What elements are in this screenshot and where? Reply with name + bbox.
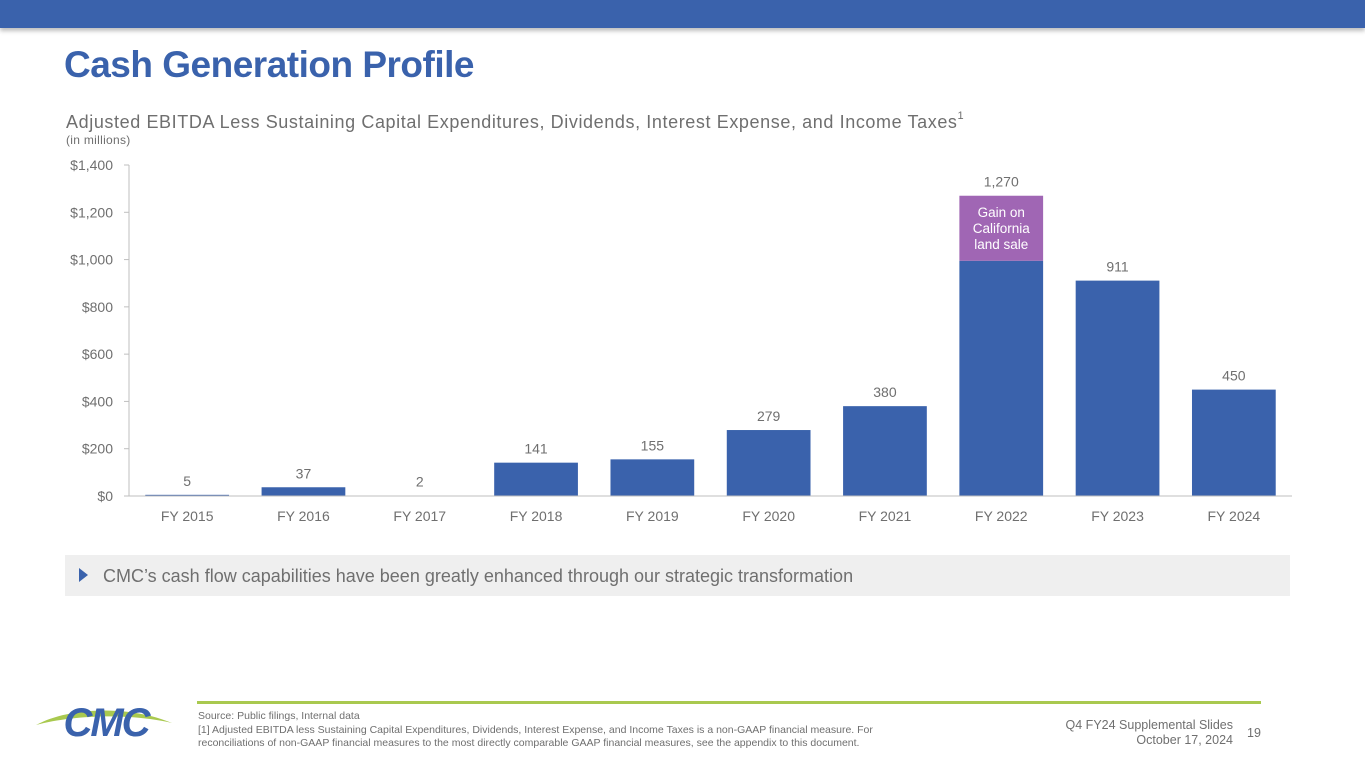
chart-subtitle-text: Adjusted EBITDA Less Sustaining Capital … xyxy=(66,112,958,132)
x-tick-label: FY 2022 xyxy=(975,508,1028,524)
x-tick-label: FY 2016 xyxy=(277,508,330,524)
cmc-logo: CMC xyxy=(36,701,172,741)
y-tick-label: $1,200 xyxy=(70,204,113,220)
deck-date: October 17, 2024 xyxy=(1136,733,1233,747)
y-tick-label: $600 xyxy=(82,346,113,362)
bar-fy-2023 xyxy=(1075,280,1160,496)
y-tick-label: $200 xyxy=(82,441,113,457)
x-tick-label: FY 2021 xyxy=(859,508,912,524)
x-tick-label: FY 2015 xyxy=(161,508,214,524)
key-takeaway-callout: CMC’s cash flow capabilities have been g… xyxy=(65,555,1290,596)
data-label: 450 xyxy=(1222,368,1246,384)
x-tick-label: FY 2017 xyxy=(393,508,446,524)
triangle-bullet-icon xyxy=(79,568,88,582)
footer-divider xyxy=(197,701,1261,704)
y-tick-label: $0 xyxy=(97,488,113,504)
annotation-line: California xyxy=(973,221,1031,236)
x-tick-label: FY 2019 xyxy=(626,508,679,524)
annotation-line: land sale xyxy=(974,237,1028,252)
data-label: 141 xyxy=(524,441,548,457)
bar-fy-2018 xyxy=(494,462,578,496)
page-title: Cash Generation Profile xyxy=(64,44,475,85)
footnote-line-2: reconciliations of non-GAAP financial me… xyxy=(198,737,860,749)
x-tick-label: FY 2023 xyxy=(1091,508,1144,524)
data-label: 279 xyxy=(757,408,781,424)
page-number: 19 xyxy=(1247,726,1261,740)
data-label: 2 xyxy=(416,474,424,490)
y-tick-label: $1,400 xyxy=(70,157,113,173)
x-tick-label: FY 2020 xyxy=(742,508,795,524)
bar-chart: $0 $200 $400 $600 $800 $1,000 $1,200 $1,400 5 FY … xyxy=(70,157,1292,524)
bar-fy-2022 xyxy=(959,260,1044,496)
data-label: 37 xyxy=(296,465,312,481)
bar-fy-2021 xyxy=(843,406,927,496)
data-label: 5 xyxy=(183,473,191,489)
source-note: Source: Public filings, Internal data xyxy=(198,710,360,722)
logo-text: CMC xyxy=(63,701,151,741)
chart-subtitle: Adjusted EBITDA Less Sustaining Capital … xyxy=(66,110,965,133)
bar-fy-2024 xyxy=(1191,389,1276,496)
x-tick-label: FY 2018 xyxy=(510,508,563,524)
footnote-block: Source: Public filings, Internal data [1… xyxy=(198,710,958,751)
data-label: 380 xyxy=(873,384,897,400)
x-tick-label: FY 2024 xyxy=(1208,508,1261,524)
annotation-line: Gain on xyxy=(978,205,1025,220)
y-tick-label: $800 xyxy=(82,299,113,315)
bar-segment-gain-fy-2022 xyxy=(959,195,1044,261)
footnote-line-1: [1] Adjusted EBITDA less Sustaining Capi… xyxy=(198,723,873,736)
data-label: 911 xyxy=(1106,259,1129,275)
bar-fy-2020 xyxy=(726,430,811,496)
y-tick-label: $400 xyxy=(82,393,113,409)
callout-text: CMC’s cash flow capabilities have been g… xyxy=(103,566,854,586)
data-label: 155 xyxy=(641,437,665,453)
deck-info: Q4 FY24 Supplemental Slides October 17, … xyxy=(1066,718,1233,748)
header-bar xyxy=(0,0,1365,28)
data-label: 1,270 xyxy=(984,174,1019,190)
footnote-marker: 1 xyxy=(957,110,965,122)
bar-fy-2015 xyxy=(145,494,230,496)
logo-swoosh xyxy=(36,710,172,725)
bar-fy-2019 xyxy=(610,459,695,496)
units-label: (in millions) xyxy=(66,133,131,147)
deck-title: Q4 FY24 Supplemental Slides xyxy=(1065,718,1233,732)
y-tick-label: $1,000 xyxy=(70,252,113,268)
bar-fy-2016 xyxy=(261,487,346,496)
